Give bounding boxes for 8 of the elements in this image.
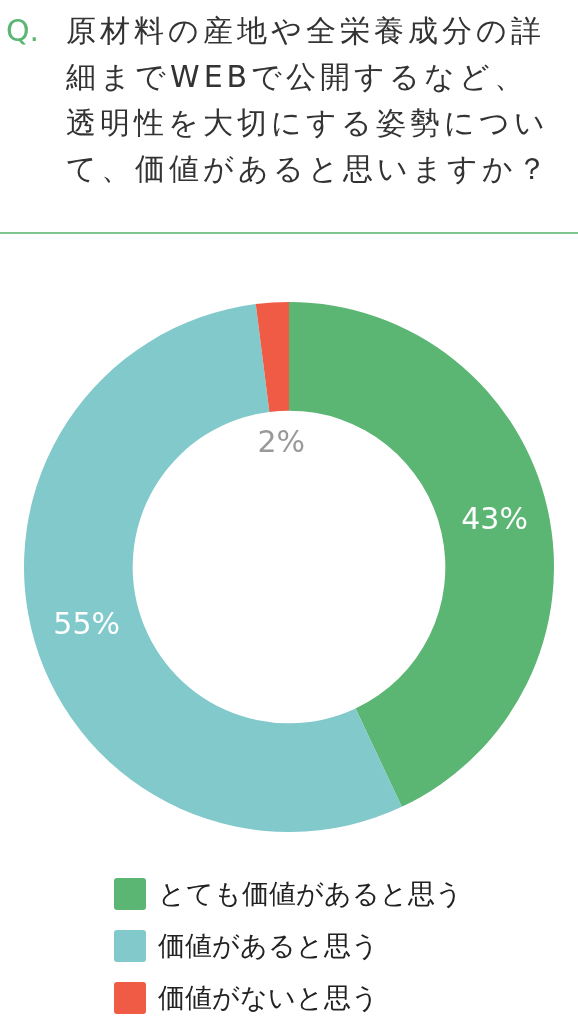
- data-label: 55%: [53, 605, 121, 641]
- data-label: 2%: [257, 423, 306, 459]
- legend-label: 価値がないと思う: [158, 981, 379, 1015]
- data-label: 43%: [461, 500, 528, 536]
- legend-label: とても価値があると思う: [158, 877, 463, 911]
- chart-title: 原材料の産地や全栄養成分の詳細までWEBで公開するなど、透明性を大切にする姿勢について、価値があると思いますか？: [66, 12, 552, 188]
- legend-label: 価値があると思う: [158, 929, 379, 963]
- text: Q.: [6, 12, 40, 50]
